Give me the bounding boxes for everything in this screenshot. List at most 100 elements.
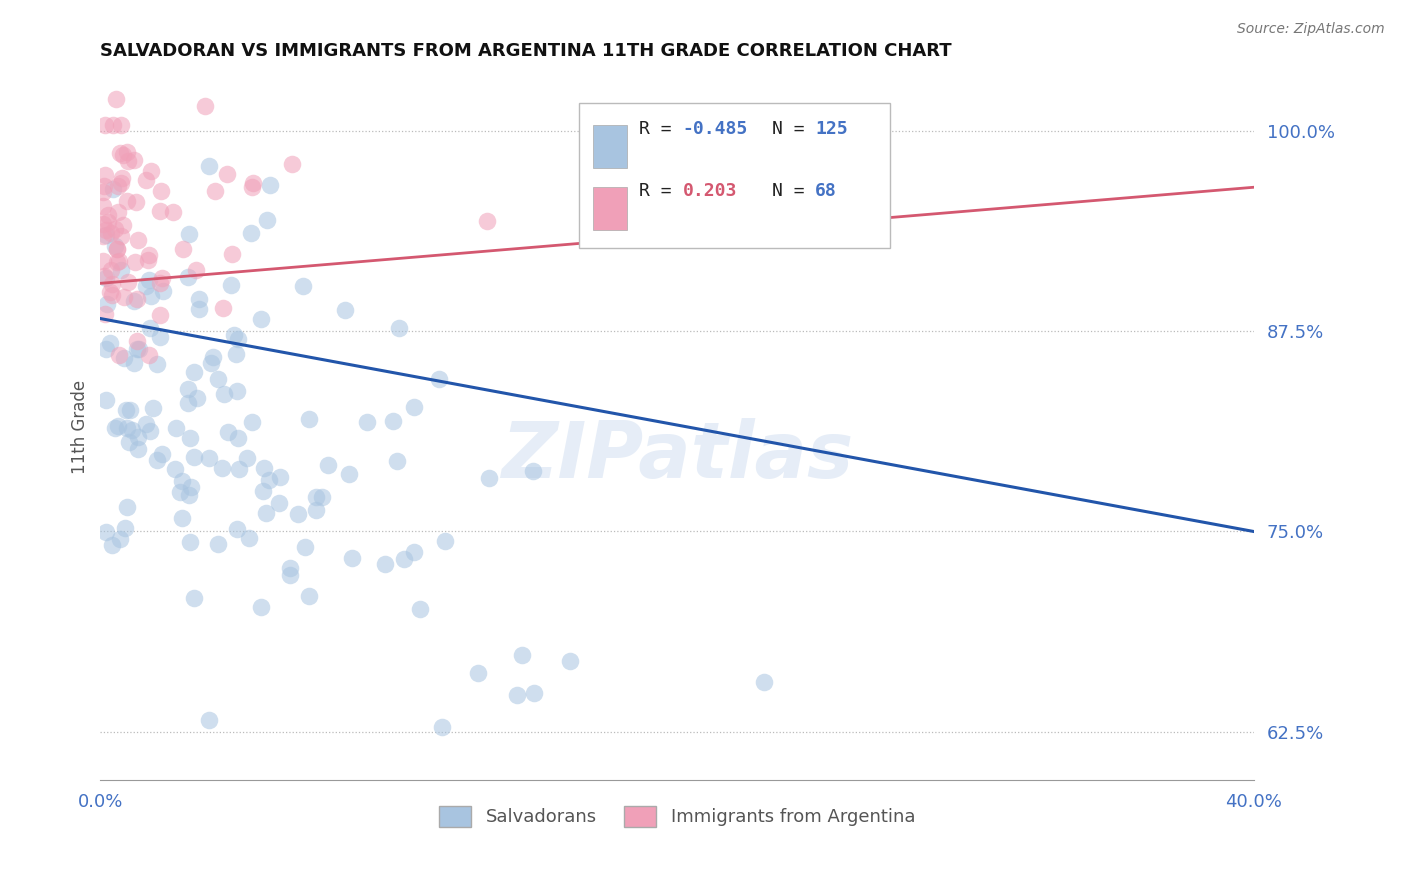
Point [112, 351, 135, 365]
Point [316, 458, 339, 472]
Point [252, 483, 274, 498]
Point [127, 430, 149, 444]
Point [94, 524, 117, 539]
Point [374, 558, 396, 572]
Point [187, 292, 209, 306]
Point [211, 301, 233, 315]
Point [754, 675, 776, 690]
Point [305, 503, 328, 517]
Point [124, 194, 146, 209]
Point [228, 462, 250, 476]
Point [103, 182, 125, 196]
Point [107, 205, 129, 219]
Point [409, 602, 432, 616]
Point [100, 263, 122, 277]
Point [253, 461, 276, 475]
Point [115, 194, 138, 208]
Point [110, 177, 132, 191]
Point [115, 420, 138, 434]
Point [242, 180, 264, 194]
Point [91, 253, 114, 268]
Point [250, 312, 273, 326]
Point [94, 118, 117, 132]
Point [93, 178, 115, 193]
Point [149, 204, 172, 219]
Point [183, 365, 205, 379]
Point [214, 387, 236, 401]
Point [249, 600, 271, 615]
Point [342, 550, 364, 565]
Text: 0.203: 0.203 [683, 182, 737, 200]
Point [202, 350, 225, 364]
Point [183, 591, 205, 605]
Text: 68: 68 [815, 182, 837, 200]
Point [179, 535, 201, 549]
Point [94, 271, 117, 285]
Point [149, 329, 172, 343]
Point [278, 567, 301, 582]
Point [148, 308, 170, 322]
Point [91, 186, 114, 200]
Point [177, 227, 200, 242]
Point [198, 713, 221, 727]
Point [162, 205, 184, 219]
Point [141, 289, 163, 303]
Point [219, 278, 242, 293]
Point [150, 447, 173, 461]
Point [211, 461, 233, 475]
Point [104, 238, 127, 252]
Y-axis label: 11th Grade: 11th Grade [72, 380, 89, 475]
Point [198, 159, 221, 173]
Point [111, 219, 134, 233]
Point [122, 153, 145, 167]
Point [94, 393, 117, 408]
Point [150, 185, 173, 199]
Point [298, 589, 321, 603]
Point [430, 720, 453, 734]
Point [91, 229, 114, 244]
Point [225, 346, 247, 360]
Text: R =: R = [638, 120, 682, 137]
Point [101, 538, 124, 552]
Point [110, 118, 132, 132]
Point [165, 462, 187, 476]
Point [112, 148, 135, 162]
Point [169, 485, 191, 500]
Point [226, 384, 249, 399]
Point [385, 453, 408, 467]
Point [226, 333, 249, 347]
Point [222, 327, 245, 342]
Point [117, 500, 139, 514]
Point [149, 276, 172, 290]
Point [101, 118, 124, 132]
Point [298, 411, 321, 425]
Text: 125: 125 [815, 120, 848, 137]
Point [105, 255, 128, 269]
Point [94, 227, 117, 242]
Text: -0.485: -0.485 [683, 120, 748, 137]
Point [98, 336, 121, 351]
Point [186, 392, 208, 406]
Point [145, 452, 167, 467]
Point [117, 275, 139, 289]
Point [107, 179, 129, 194]
Point [337, 467, 360, 482]
Point [96, 296, 118, 310]
Point [138, 348, 160, 362]
Point [177, 382, 200, 396]
Bar [593, 125, 627, 169]
Point [165, 420, 187, 434]
Point [138, 321, 160, 335]
Point [200, 356, 222, 370]
Text: Source: ZipAtlas.com: Source: ZipAtlas.com [1237, 22, 1385, 37]
Point [356, 415, 378, 429]
Text: SALVADORAN VS IMMIGRANTS FROM ARGENTINA 11TH GRADE CORRELATION CHART: SALVADORAN VS IMMIGRANTS FROM ARGENTINA … [100, 42, 952, 60]
Point [105, 92, 128, 106]
Point [110, 533, 132, 547]
Point [117, 153, 139, 168]
Point [121, 424, 143, 438]
Point [381, 414, 404, 428]
Point [105, 242, 128, 256]
Point [107, 253, 129, 268]
Point [335, 302, 357, 317]
